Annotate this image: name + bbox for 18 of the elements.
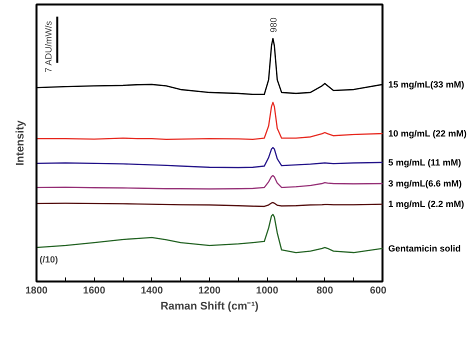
- series-label: 1 mg/mL (2.2 mM): [388, 199, 464, 210]
- x-tick-label: 1600: [83, 286, 106, 296]
- annotation: (/10): [40, 254, 58, 264]
- x-tick-label: 1200: [198, 286, 222, 296]
- x-tick-label: 1800: [25, 286, 48, 296]
- x-tick-label: 1000: [256, 286, 279, 296]
- annotation: 7 ADU/mW/s: [44, 20, 54, 73]
- series-label: 10 mg/mL (22 mM): [388, 128, 467, 139]
- x-tick-label: 1400: [140, 286, 164, 296]
- series-label: 3 mg/mL(6.6 mM): [388, 178, 462, 189]
- x-axis-title: Raman Shift (cm⁻¹): [160, 300, 259, 312]
- x-tick-label: 800: [316, 286, 334, 296]
- x-tick-label: 600: [370, 286, 387, 296]
- series-label: Gentamicin solid: [388, 243, 461, 254]
- series-label: 15 mg/mL(33 mM): [388, 79, 464, 90]
- series-label: 5 mg/mL (11 mM): [388, 157, 462, 168]
- y-axis-title: Intensity: [14, 120, 26, 166]
- text: 980: [268, 17, 278, 33]
